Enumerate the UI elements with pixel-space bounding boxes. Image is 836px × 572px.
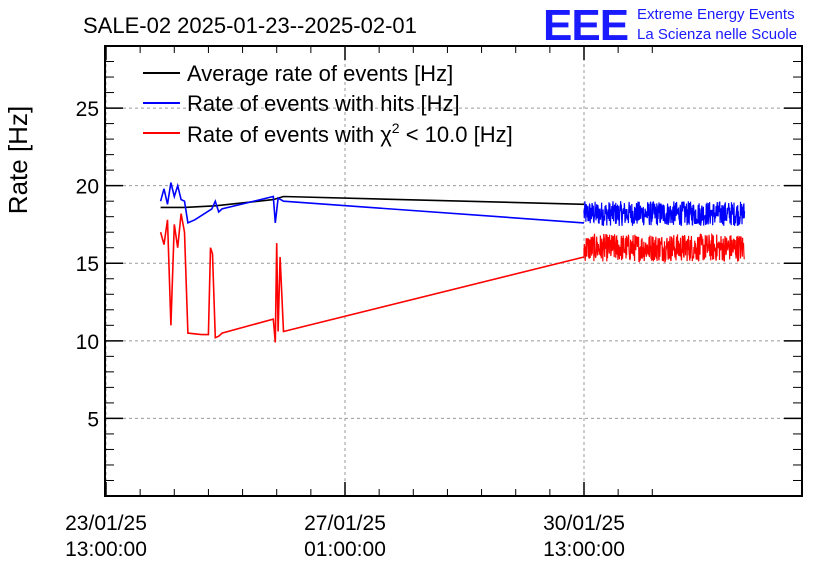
legend-label-average: Average rate of events [Hz]: [187, 61, 453, 86]
series-chi2-line-noise: [583, 232, 745, 264]
y-tick-label: 5: [87, 408, 99, 431]
series-hits-line-noise: [583, 201, 746, 226]
y-tick-label: 25: [76, 98, 99, 121]
x-tick-label-date: 30/01/25: [543, 512, 625, 535]
y-axis-title: Rate [Hz]: [3, 106, 33, 214]
chart-title: SALE-02 2025-01-23--2025-02-01: [83, 13, 417, 38]
legend-chi2-sup: 2: [392, 120, 400, 136]
x-tick-label-time: 13:00:00: [65, 538, 147, 561]
tick-labels: 5 10 15 20 25 23/01/25 13:00:00 27/01/25 01:00:0…: [65, 98, 625, 561]
legend-chi2-prefix: Rate of events with: [187, 122, 380, 147]
grid: [105, 46, 802, 496]
series-hits-line: [159, 182, 585, 225]
legend-chi2-suffix: < 10.0 [Hz]: [400, 122, 513, 147]
y-tick-label: 10: [76, 331, 99, 354]
plot-frame: [104, 45, 803, 497]
y-tick-label: 15: [76, 253, 99, 276]
logo-line1: Extreme Energy Events: [637, 6, 795, 23]
series-layer: [159, 182, 746, 343]
legend-label-chi2: Rate of events with χ2 < 10.0 [Hz]: [187, 120, 513, 147]
logo-line2: La Scienza nelle Scuole: [637, 26, 797, 43]
legend: Average rate of events [Hz] Rate of even…: [143, 61, 513, 147]
legend-label-hits: Rate of events with hits [Hz]: [187, 91, 460, 116]
logo-mark: EEE: [543, 1, 628, 50]
x-tick-label-time: 13:00:00: [543, 538, 625, 561]
series-average-line: [160, 195, 585, 209]
eee-logo: EEE Extreme Energy Events La Scienza nel…: [543, 1, 797, 50]
series-chi2-line: [159, 213, 585, 343]
ticks: [105, 46, 802, 496]
x-tick-label-time: 01:00:00: [304, 538, 386, 561]
x-tick-label-date: 23/01/25: [65, 512, 147, 535]
legend-chi2-symbol: χ: [380, 122, 392, 147]
y-tick-label: 20: [76, 176, 99, 199]
x-tick-label-date: 27/01/25: [304, 512, 386, 535]
